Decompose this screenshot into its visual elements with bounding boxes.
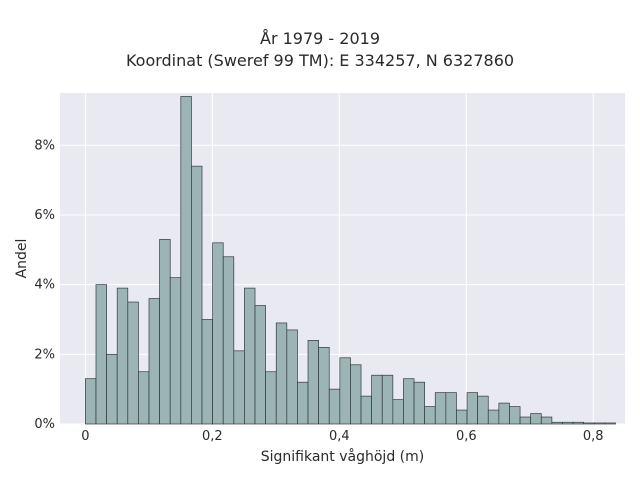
- histogram-bar: [297, 381, 309, 425]
- histogram-bar: [456, 409, 468, 425]
- histogram-bar: [593, 422, 606, 425]
- histogram-bar: [169, 277, 182, 425]
- histogram-bar: [371, 374, 383, 425]
- histogram-bar: [498, 402, 510, 425]
- histogram-bar: [275, 322, 288, 425]
- histogram-bar: [233, 350, 245, 425]
- x-tick-label: 0,2: [202, 429, 223, 444]
- histogram-bar: [487, 409, 500, 425]
- histogram-bar: [562, 421, 574, 425]
- histogram-bar: [85, 378, 97, 425]
- x-tick-label: 0: [81, 429, 89, 444]
- histogram-bar: [212, 242, 224, 425]
- histogram-bar: [138, 371, 150, 425]
- histogram-bar: [392, 399, 404, 425]
- histogram-bar: [265, 371, 277, 425]
- histogram-bar: [360, 395, 372, 425]
- x-tick-label: 0,4: [329, 429, 350, 444]
- histogram-bar: [106, 353, 118, 425]
- histogram-bar: [424, 406, 436, 425]
- x-ticks: 0 0,2 0,4 0,6 0,8: [81, 429, 603, 444]
- histogram-bar: [583, 422, 595, 425]
- x-axis-label: Signifikant våghöjd (m): [261, 448, 424, 465]
- histogram-bar: [307, 340, 319, 425]
- histogram-bar: [530, 413, 542, 425]
- y-axis-label: Andel: [14, 239, 30, 279]
- chart-title-line1: År 1979 - 2019: [260, 29, 380, 48]
- histogram-bar: [403, 378, 415, 425]
- histogram-bar: [434, 392, 447, 425]
- histogram-bar: [318, 346, 330, 425]
- histogram-bar: [286, 329, 298, 425]
- histogram-bar: [201, 319, 213, 425]
- histogram-bar: [509, 406, 521, 425]
- y-tick-label: 2%: [34, 347, 55, 362]
- y-tick-label: 0%: [34, 417, 55, 432]
- histogram-bar: [244, 287, 256, 425]
- histogram-bar: [159, 238, 171, 425]
- histogram-bar: [254, 305, 266, 425]
- histogram-bar: [116, 287, 129, 425]
- histogram-bar: [519, 416, 532, 425]
- histogram-bar: [191, 165, 203, 425]
- chart-title: År 1979 - 2019 Koordinat (Sweref 99 TM):…: [0, 28, 640, 72]
- histogram-bar: [445, 392, 457, 425]
- histogram-bar: [350, 364, 362, 425]
- histogram-bar: [180, 96, 192, 425]
- bars: [85, 96, 616, 425]
- y-ticks: 0% 2% 4% 6% 8%: [34, 138, 55, 432]
- histogram-bar: [95, 284, 107, 425]
- histogram-bar: [604, 422, 616, 425]
- histogram-bar: [339, 357, 351, 425]
- histogram-bar: [222, 256, 235, 425]
- histogram-bar: [381, 374, 394, 425]
- histogram-bar: [328, 388, 341, 425]
- x-tick-label: 0,6: [456, 429, 477, 444]
- histogram-bar: [127, 301, 139, 425]
- histogram-bar: [572, 421, 585, 425]
- histogram-bar: [540, 416, 553, 425]
- y-tick-label: 8%: [34, 138, 55, 153]
- histogram-bar: [477, 395, 489, 425]
- histogram-bar: [551, 421, 563, 425]
- y-tick-label: 4%: [34, 278, 55, 293]
- histogram-bar: [148, 298, 160, 425]
- y-tick-label: 6%: [34, 208, 55, 223]
- x-tick-label: 0,8: [583, 429, 604, 444]
- histogram-bar: [413, 381, 425, 425]
- histogram-bar: [466, 392, 479, 425]
- chart-title-line2: Koordinat (Sweref 99 TM): E 334257, N 63…: [125, 51, 515, 70]
